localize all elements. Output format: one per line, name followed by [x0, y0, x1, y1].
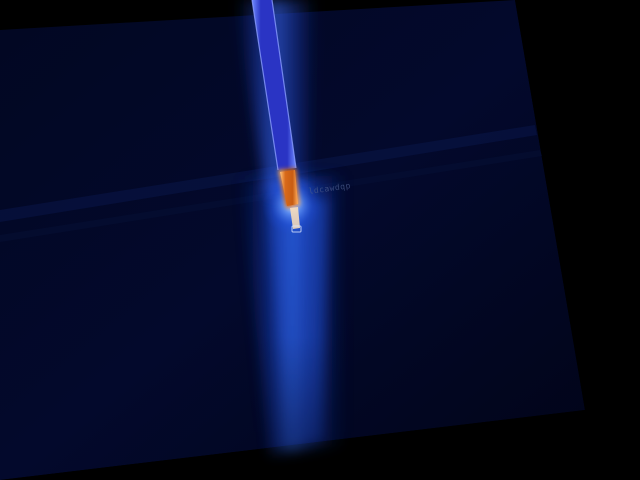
panel-shadow-right	[515, 0, 640, 480]
probe-needle	[290, 207, 300, 229]
light-beam	[240, 175, 345, 455]
probe-rod	[252, 0, 296, 170]
needle-end-marker	[291, 225, 302, 233]
